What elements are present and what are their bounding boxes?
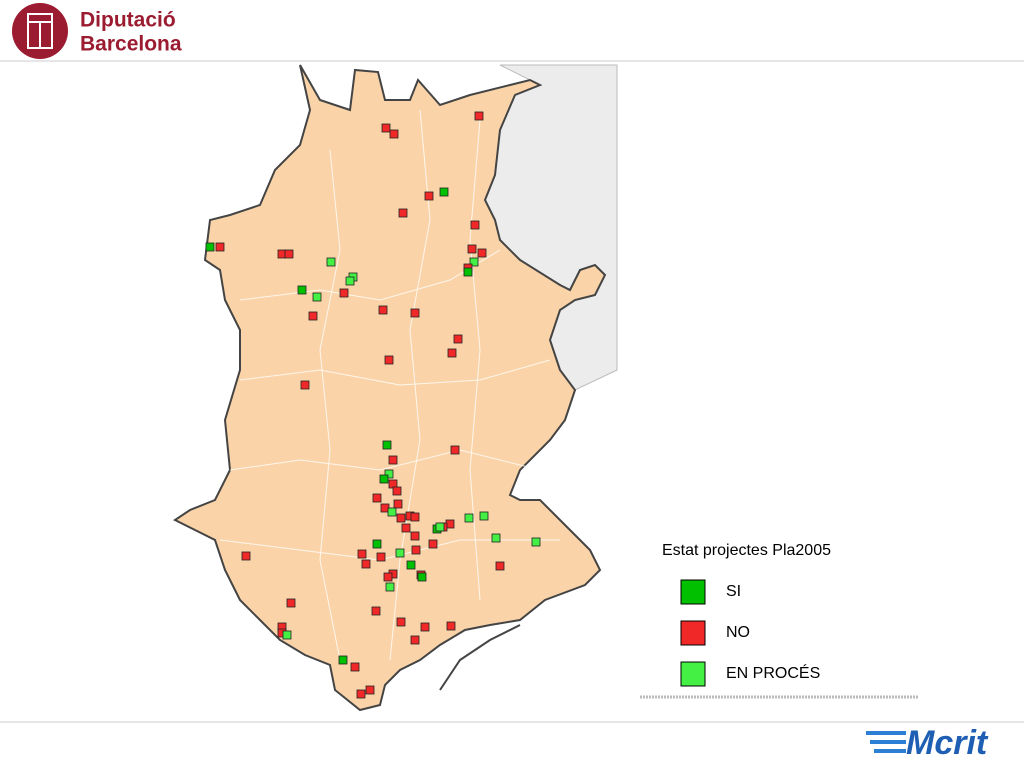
coastline bbox=[439, 624, 521, 691]
project-marker bbox=[410, 531, 420, 541]
project-marker bbox=[401, 523, 411, 533]
project-marker bbox=[312, 292, 322, 302]
project-marker bbox=[474, 111, 484, 121]
project-markers bbox=[205, 111, 541, 699]
project-marker bbox=[388, 455, 398, 465]
project-marker bbox=[531, 537, 541, 547]
project-marker bbox=[338, 655, 348, 665]
project-marker bbox=[439, 187, 449, 197]
project-marker bbox=[467, 244, 477, 254]
project-marker bbox=[357, 549, 367, 559]
project-marker bbox=[385, 582, 395, 592]
project-marker bbox=[453, 334, 463, 344]
project-marker bbox=[371, 606, 381, 616]
project-marker bbox=[308, 311, 318, 321]
project-marker bbox=[479, 511, 489, 521]
project-marker bbox=[392, 486, 402, 496]
project-marker bbox=[282, 630, 292, 640]
project-marker bbox=[372, 493, 382, 503]
project-marker bbox=[389, 129, 399, 139]
project-marker bbox=[361, 559, 371, 569]
project-marker bbox=[463, 267, 473, 277]
project-marker bbox=[435, 522, 445, 532]
project-marker bbox=[384, 355, 394, 365]
legend-label: NO bbox=[726, 624, 750, 641]
project-marker bbox=[417, 572, 427, 582]
project-marker bbox=[383, 572, 393, 582]
org-name: Diputació bbox=[80, 9, 176, 32]
project-marker bbox=[395, 548, 405, 558]
project-marker bbox=[381, 123, 391, 133]
project-marker bbox=[495, 561, 505, 571]
project-marker bbox=[382, 440, 392, 450]
legend-swatch bbox=[680, 579, 706, 605]
project-marker bbox=[286, 598, 296, 608]
project-marker bbox=[345, 276, 355, 286]
brand-stripes bbox=[866, 731, 906, 753]
project-marker bbox=[464, 513, 474, 523]
project-marker bbox=[372, 539, 382, 549]
project-marker bbox=[205, 242, 215, 252]
project-marker bbox=[339, 288, 349, 298]
project-marker bbox=[410, 512, 420, 522]
org-name: Barcelona bbox=[80, 33, 182, 56]
project-marker bbox=[396, 513, 406, 523]
project-marker bbox=[393, 499, 403, 509]
project-marker bbox=[379, 474, 389, 484]
project-marker bbox=[284, 249, 294, 259]
project-marker bbox=[411, 545, 421, 555]
project-marker bbox=[470, 220, 480, 230]
legend-swatch bbox=[680, 620, 706, 646]
project-marker bbox=[491, 533, 501, 543]
project-marker bbox=[424, 191, 434, 201]
project-marker bbox=[469, 257, 479, 267]
legend-label: EN PROCÉS bbox=[726, 663, 820, 682]
project-marker bbox=[410, 308, 420, 318]
project-marker bbox=[326, 257, 336, 267]
project-marker bbox=[376, 552, 386, 562]
project-marker bbox=[446, 621, 456, 631]
project-marker bbox=[297, 285, 307, 295]
project-marker bbox=[450, 445, 460, 455]
project-marker bbox=[365, 685, 375, 695]
legend-title: Estat projectes Pla2005 bbox=[662, 542, 831, 559]
project-marker bbox=[420, 622, 430, 632]
project-marker bbox=[300, 380, 310, 390]
brand-name: Mcrit bbox=[906, 724, 989, 762]
legend-label: SI bbox=[726, 583, 741, 600]
project-marker bbox=[398, 208, 408, 218]
project-marker bbox=[384, 469, 394, 479]
project-marker bbox=[406, 560, 416, 570]
project-marker bbox=[387, 507, 397, 517]
legend-swatch bbox=[680, 661, 706, 687]
province-map bbox=[173, 64, 607, 712]
project-marker bbox=[410, 635, 420, 645]
project-marker bbox=[378, 305, 388, 315]
project-marker bbox=[396, 617, 406, 627]
project-marker bbox=[350, 662, 360, 672]
legend: SI NO EN PROCÉS bbox=[680, 579, 820, 687]
project-marker bbox=[356, 689, 366, 699]
project-marker bbox=[477, 248, 487, 258]
project-marker bbox=[447, 348, 457, 358]
project-marker bbox=[215, 242, 225, 252]
project-marker bbox=[241, 551, 251, 561]
project-marker bbox=[428, 539, 438, 549]
